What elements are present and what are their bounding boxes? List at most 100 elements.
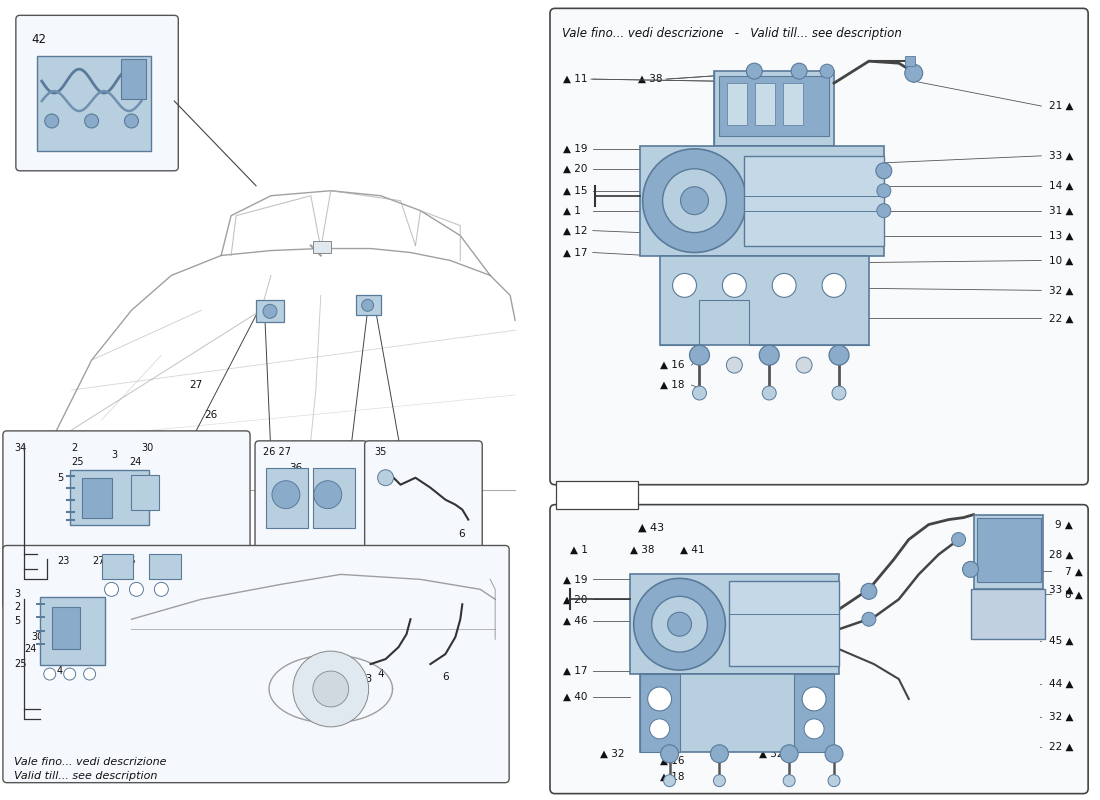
Text: SUPERCARS: SUPERCARS (636, 537, 943, 742)
Circle shape (802, 687, 826, 711)
Bar (36, 56, 152, 151)
Circle shape (123, 472, 179, 527)
Circle shape (759, 345, 779, 365)
Circle shape (45, 114, 58, 128)
Text: Vale fino... vedi descrizione: Vale fino... vedi descrizione (14, 757, 166, 766)
Bar (745, 156, 883, 246)
Circle shape (876, 163, 892, 178)
Text: ▲ 19: ▲ 19 (563, 574, 587, 584)
Bar (121, 59, 146, 99)
Text: ▲ 1: ▲ 1 (570, 545, 587, 554)
Circle shape (130, 582, 143, 596)
Bar (783, 83, 803, 125)
Circle shape (690, 345, 710, 365)
Circle shape (825, 745, 843, 762)
FancyBboxPatch shape (550, 505, 1088, 794)
Circle shape (693, 386, 706, 400)
Circle shape (861, 583, 877, 599)
Circle shape (661, 745, 679, 762)
Circle shape (829, 345, 849, 365)
Bar (40, 598, 104, 665)
Text: ▲ 12: ▲ 12 (563, 226, 587, 235)
Circle shape (377, 470, 394, 486)
Text: ▲ 20: ▲ 20 (563, 594, 587, 604)
Text: Vale fino... vedi descrizione   -   Valid till... see description: Vale fino... vedi descrizione - Valid ti… (562, 27, 902, 40)
Bar (714, 71, 834, 146)
Bar (977, 518, 1042, 582)
Text: 35: 35 (375, 447, 387, 457)
Bar (974, 514, 1043, 590)
Bar (756, 83, 775, 125)
Circle shape (711, 745, 728, 762)
Bar (970, 590, 1045, 639)
FancyBboxPatch shape (3, 431, 250, 608)
Text: 6: 6 (442, 672, 449, 682)
Bar (101, 554, 133, 579)
Text: 30: 30 (142, 443, 154, 453)
Text: ▲ 1: ▲ 1 (563, 206, 581, 216)
Text: ▲ 38: ▲ 38 (638, 74, 662, 84)
Circle shape (772, 274, 796, 298)
Text: 24: 24 (130, 457, 142, 466)
Circle shape (877, 184, 891, 198)
FancyBboxPatch shape (550, 8, 1088, 485)
FancyBboxPatch shape (15, 15, 178, 170)
Text: ▲ 18: ▲ 18 (660, 772, 684, 782)
Circle shape (124, 114, 139, 128)
Circle shape (862, 612, 876, 626)
Text: ▲ 18: ▲ 18 (660, 380, 684, 390)
Text: ▲ 16: ▲ 16 (660, 756, 684, 766)
Circle shape (312, 671, 349, 707)
Circle shape (662, 169, 726, 233)
Circle shape (642, 149, 746, 253)
Bar (266, 468, 308, 527)
Circle shape (406, 485, 436, 514)
FancyBboxPatch shape (3, 546, 509, 782)
Circle shape (821, 64, 834, 78)
Text: 7 ▲: 7 ▲ (1065, 566, 1084, 577)
Bar (727, 83, 747, 125)
Text: ▲=39: ▲=39 (565, 488, 600, 501)
Circle shape (746, 63, 762, 79)
FancyBboxPatch shape (556, 481, 638, 509)
FancyBboxPatch shape (364, 441, 482, 549)
Text: 26 27: 26 27 (263, 447, 292, 457)
Circle shape (962, 562, 979, 578)
Text: 45 ▲: 45 ▲ (1048, 636, 1074, 646)
Circle shape (762, 386, 777, 400)
Bar (132, 474, 160, 510)
Text: SUPERCARS: SUPERCARS (614, 214, 965, 447)
Circle shape (648, 687, 672, 711)
Text: ▲ 16: ▲ 16 (660, 360, 684, 370)
Text: ▲ 15: ▲ 15 (563, 186, 587, 196)
Circle shape (104, 582, 119, 596)
Bar (905, 56, 915, 66)
Circle shape (663, 774, 675, 786)
Text: 23: 23 (57, 557, 70, 566)
Text: ▲ 19: ▲ 19 (563, 144, 587, 154)
Bar (150, 554, 182, 579)
Circle shape (780, 745, 799, 762)
Text: ▲ 43: ▲ 43 (638, 522, 663, 533)
Text: 32 ▲: 32 ▲ (1048, 286, 1074, 295)
Bar (256, 300, 284, 322)
Text: 37: 37 (57, 572, 69, 582)
Circle shape (154, 582, 168, 596)
Circle shape (832, 386, 846, 400)
Text: 14 ▲: 14 ▲ (1048, 181, 1074, 190)
Circle shape (791, 63, 807, 79)
Bar (729, 582, 839, 666)
Text: ▲ 41: ▲ 41 (680, 545, 704, 554)
Bar (660, 255, 869, 345)
Text: Valid till... see description: Valid till... see description (14, 770, 157, 781)
Text: 6: 6 (459, 529, 465, 538)
Bar (69, 470, 150, 525)
Text: 30: 30 (32, 632, 44, 642)
Circle shape (84, 668, 96, 680)
Bar (81, 478, 111, 518)
Text: ▲ 20: ▲ 20 (563, 164, 587, 174)
Bar (640, 146, 883, 255)
Circle shape (723, 274, 746, 298)
Circle shape (714, 774, 725, 786)
Bar (719, 76, 829, 136)
